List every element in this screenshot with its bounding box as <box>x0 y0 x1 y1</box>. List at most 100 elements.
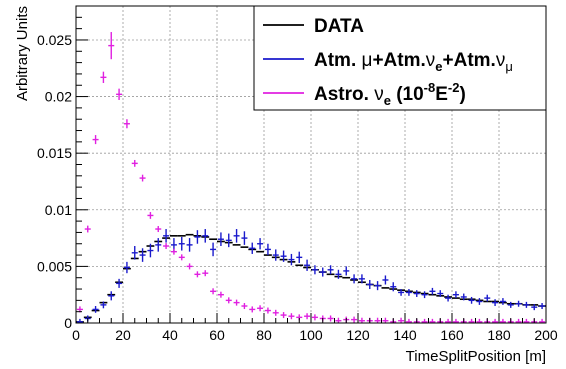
data-point <box>210 242 217 257</box>
data-point <box>280 250 287 262</box>
data-point <box>327 315 334 322</box>
data-point <box>358 317 365 323</box>
data-point <box>233 299 240 306</box>
data-point <box>241 303 248 310</box>
data-point <box>288 313 295 320</box>
data-point <box>155 226 162 233</box>
data-point <box>108 291 115 301</box>
legend-label-astro: Astro. νe (10-8E-2) <box>314 80 466 108</box>
data-point <box>468 318 475 323</box>
data-point <box>116 278 123 288</box>
data-point <box>264 243 271 256</box>
x-tick-label: 140 <box>393 327 417 343</box>
y-axis-title: Arbitrary Units <box>14 6 31 101</box>
data-point <box>398 317 405 323</box>
data-point <box>335 269 342 279</box>
data-point <box>100 301 107 309</box>
data-point <box>492 299 499 307</box>
data-point <box>476 298 483 305</box>
data-point <box>202 270 209 277</box>
data-point <box>233 229 240 243</box>
data-point <box>76 318 83 323</box>
legend-label-part: e <box>435 59 442 74</box>
legend-label-part: (10 <box>391 84 424 105</box>
data-point <box>194 271 201 278</box>
data-point <box>460 293 467 301</box>
data-point <box>366 279 373 290</box>
data-point <box>523 301 530 308</box>
x-tick-label: 40 <box>162 327 178 343</box>
data-point <box>351 316 358 323</box>
data-point <box>170 248 177 255</box>
data-point <box>499 298 506 305</box>
data-point <box>210 288 217 295</box>
data-point <box>468 296 475 304</box>
data-point <box>178 254 185 261</box>
data-point <box>523 318 530 323</box>
x-axis-title: TimeSplitPosition [m] <box>406 348 546 365</box>
data-point <box>539 303 546 310</box>
data-point <box>413 290 420 297</box>
y-tick-label: 0.015 <box>37 145 72 161</box>
data-point <box>351 274 358 284</box>
data-point <box>272 249 279 261</box>
data-point <box>358 274 365 284</box>
data-point <box>335 317 342 323</box>
data-point <box>131 159 138 167</box>
legend-label-part: E <box>435 84 448 105</box>
legend-label-part: ν <box>496 50 506 71</box>
y-tick-label: 0.025 <box>37 32 72 48</box>
data-point <box>186 263 193 270</box>
data-point <box>123 261 130 274</box>
data-point <box>108 32 115 60</box>
legend-label-part: -2 <box>448 80 460 95</box>
legend-label-data: DATA <box>314 16 364 37</box>
data-point <box>123 119 130 129</box>
data-point <box>452 318 459 323</box>
legend-label-part: μ <box>362 50 373 71</box>
data-point <box>531 304 538 311</box>
x-tick-label: 100 <box>299 327 323 343</box>
data-point <box>492 318 499 323</box>
data-point <box>264 307 271 314</box>
data-point <box>186 238 193 252</box>
data-point <box>327 265 334 275</box>
data-point <box>311 314 318 321</box>
y-tick-label: 0.005 <box>37 258 72 274</box>
data-point <box>429 318 436 323</box>
x-tick-label: 200 <box>534 327 558 343</box>
data-point <box>225 297 232 304</box>
data-point <box>437 290 444 297</box>
data-point <box>405 318 412 323</box>
data-point <box>139 248 146 262</box>
series-layer <box>76 32 546 323</box>
legend-label-part: μ <box>505 59 513 74</box>
data-point <box>100 71 107 83</box>
x-tick-label: 0 <box>72 327 80 343</box>
data-point <box>131 246 138 260</box>
data-point <box>249 242 256 254</box>
data-point <box>390 282 397 292</box>
data-point <box>507 301 514 308</box>
data-point <box>280 312 287 319</box>
data-point <box>272 309 279 316</box>
legend-label-part: e <box>384 93 391 108</box>
data-point <box>539 318 546 323</box>
legend-label-part: +Atm. <box>443 50 496 71</box>
data-point <box>382 275 389 285</box>
data-point <box>319 267 326 277</box>
data-point <box>84 225 91 233</box>
x-tick-label: 20 <box>115 327 131 343</box>
series-3 <box>76 32 546 323</box>
data-point <box>484 294 491 302</box>
legend-label-part: ν <box>374 84 384 105</box>
data-point <box>382 317 389 323</box>
data-point <box>241 231 248 245</box>
x-tick-label: 120 <box>346 327 370 343</box>
data-point <box>163 243 170 250</box>
data-point <box>515 318 522 323</box>
legend-label-part: Atm. <box>314 50 362 71</box>
data-point <box>225 233 232 248</box>
